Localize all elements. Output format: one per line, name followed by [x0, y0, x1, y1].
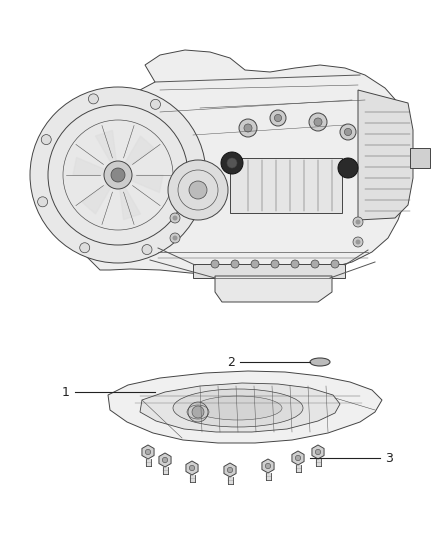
Circle shape	[314, 118, 322, 126]
Circle shape	[353, 237, 363, 247]
Circle shape	[173, 215, 177, 221]
Circle shape	[338, 158, 358, 178]
Polygon shape	[108, 371, 382, 443]
Circle shape	[251, 260, 259, 268]
Polygon shape	[186, 461, 198, 475]
Circle shape	[291, 260, 299, 268]
Circle shape	[270, 110, 286, 126]
Circle shape	[30, 87, 206, 263]
Ellipse shape	[173, 389, 303, 427]
Polygon shape	[193, 264, 345, 278]
Ellipse shape	[310, 358, 330, 366]
Circle shape	[162, 457, 168, 463]
Polygon shape	[292, 451, 304, 465]
Circle shape	[170, 233, 180, 243]
Circle shape	[340, 124, 356, 140]
Circle shape	[274, 115, 282, 122]
Circle shape	[151, 99, 160, 109]
Circle shape	[192, 406, 204, 418]
Circle shape	[221, 152, 243, 174]
Polygon shape	[312, 445, 324, 459]
Polygon shape	[73, 157, 118, 175]
Circle shape	[38, 197, 48, 207]
Circle shape	[111, 168, 125, 182]
Polygon shape	[142, 445, 154, 459]
Circle shape	[187, 201, 197, 211]
Text: 2: 2	[227, 356, 235, 368]
Circle shape	[344, 128, 352, 135]
Circle shape	[173, 236, 177, 240]
Circle shape	[145, 449, 151, 455]
Circle shape	[189, 465, 194, 471]
Polygon shape	[159, 453, 171, 467]
Circle shape	[271, 260, 279, 268]
Polygon shape	[118, 175, 141, 220]
Polygon shape	[118, 175, 163, 192]
Circle shape	[189, 181, 207, 199]
Circle shape	[353, 217, 363, 227]
Circle shape	[211, 260, 219, 268]
Circle shape	[239, 119, 257, 137]
Circle shape	[80, 243, 90, 253]
Circle shape	[104, 161, 132, 189]
Polygon shape	[82, 175, 118, 214]
Circle shape	[227, 158, 237, 168]
Circle shape	[315, 449, 321, 455]
Polygon shape	[118, 136, 154, 175]
Circle shape	[231, 260, 239, 268]
Polygon shape	[358, 90, 413, 220]
Polygon shape	[262, 459, 274, 473]
Circle shape	[227, 467, 233, 473]
Bar	[410, 148, 430, 168]
Circle shape	[356, 220, 360, 224]
Text: 3: 3	[385, 451, 393, 464]
Circle shape	[142, 245, 152, 255]
Circle shape	[265, 463, 271, 469]
Circle shape	[331, 260, 339, 268]
Circle shape	[168, 160, 228, 220]
Circle shape	[88, 94, 99, 104]
Polygon shape	[140, 383, 340, 432]
Circle shape	[356, 239, 360, 245]
Circle shape	[244, 124, 252, 132]
Circle shape	[170, 213, 180, 223]
Ellipse shape	[194, 396, 282, 420]
Circle shape	[311, 260, 319, 268]
Circle shape	[309, 113, 327, 131]
Polygon shape	[224, 463, 236, 477]
Text: 1: 1	[62, 385, 70, 399]
Circle shape	[41, 135, 51, 144]
Circle shape	[188, 402, 208, 422]
Polygon shape	[215, 276, 332, 302]
Circle shape	[295, 455, 300, 461]
Polygon shape	[72, 50, 410, 276]
Polygon shape	[230, 158, 342, 213]
Polygon shape	[95, 131, 118, 175]
